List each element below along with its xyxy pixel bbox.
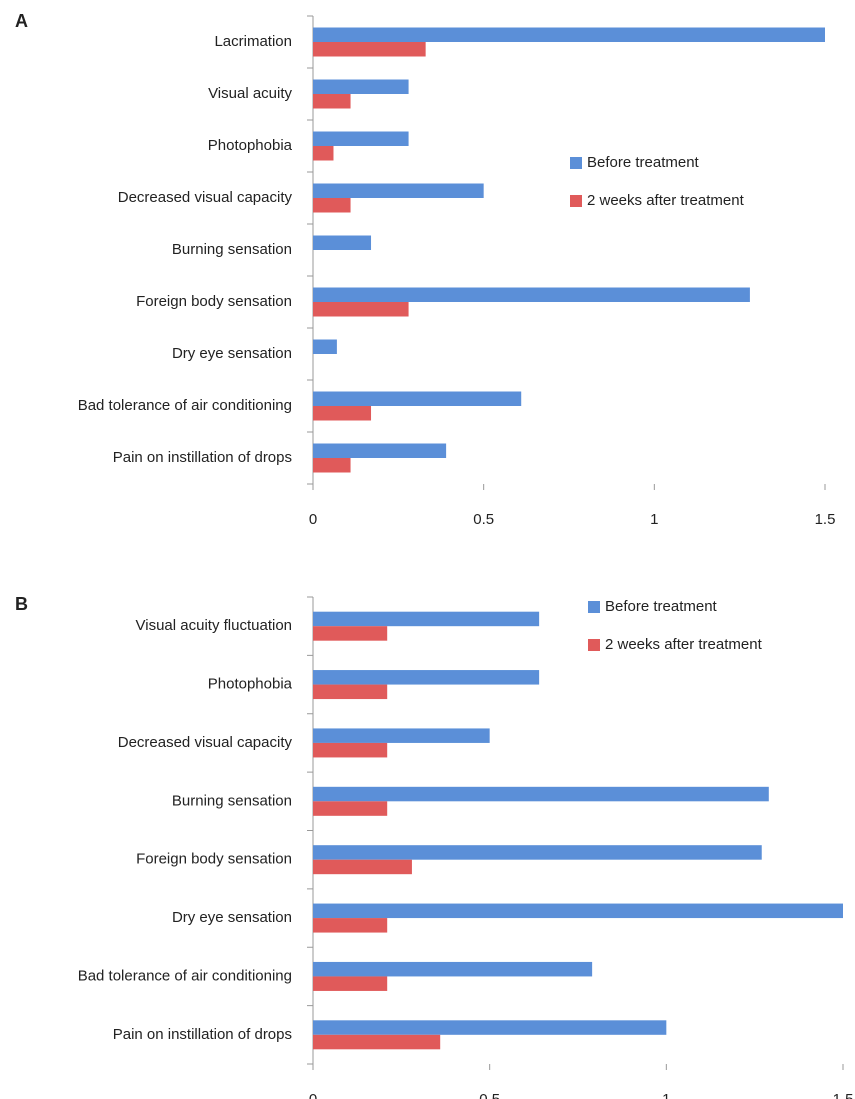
legend-swatch <box>588 601 600 613</box>
x-tick-label: 1.5 <box>815 511 836 528</box>
category-label: Bad tolerance of air conditioning <box>78 967 292 984</box>
bar <box>313 339 337 354</box>
category-label: Dry eye sensation <box>172 345 292 362</box>
bar <box>313 670 540 685</box>
bar <box>313 27 825 42</box>
x-tick-label: 0 <box>309 1091 317 1099</box>
bar <box>313 859 412 875</box>
bar <box>313 786 769 802</box>
legend-swatch <box>570 157 582 169</box>
bar <box>313 391 522 406</box>
x-tick-label: 0.5 <box>479 1091 500 1099</box>
panel-label: A <box>15 11 28 31</box>
bar <box>313 801 388 816</box>
bar <box>313 42 426 57</box>
legend-swatch <box>588 639 600 651</box>
bar <box>313 961 593 977</box>
category-label: Pain on instillation of drops <box>113 449 292 466</box>
panel-label: B <box>15 594 28 614</box>
category-label: Decreased visual capacity <box>118 189 293 206</box>
x-tick-label: 1.5 <box>833 1091 854 1099</box>
category-label: Visual acuity <box>208 85 292 102</box>
category-label: Decreased visual capacity <box>118 734 293 751</box>
x-tick-label: 0 <box>309 511 317 528</box>
legend-label: 2 weeks after treatment <box>605 636 763 653</box>
bar <box>313 235 372 250</box>
bar <box>313 302 409 317</box>
bar <box>313 626 388 641</box>
bar <box>313 183 484 198</box>
bar <box>313 742 388 758</box>
category-label: Photophobia <box>208 676 293 693</box>
bar <box>313 198 351 213</box>
bar <box>313 728 490 743</box>
category-label: Foreign body sensation <box>136 293 292 310</box>
bar <box>313 79 409 94</box>
legend-label: 2 weeks after treatment <box>587 192 745 209</box>
bar <box>313 131 409 146</box>
legend-label: Before treatment <box>605 598 718 615</box>
bar <box>313 684 388 700</box>
bar <box>313 1034 441 1050</box>
category-label: Burning sensation <box>172 241 292 258</box>
bar <box>313 845 762 860</box>
category-label: Bad tolerance of air conditioning <box>78 397 292 414</box>
bar <box>313 976 388 991</box>
legend-label: Before treatment <box>587 154 700 171</box>
bar <box>313 94 351 109</box>
category-label: Pain on instillation of drops <box>113 1026 292 1043</box>
bar <box>313 287 750 302</box>
category-label: Lacrimation <box>214 33 292 50</box>
bar <box>313 1020 667 1035</box>
bar <box>313 406 372 421</box>
bar <box>313 903 843 919</box>
category-label: Dry eye sensation <box>172 909 292 926</box>
bar <box>313 611 540 627</box>
bar <box>313 443 447 458</box>
category-label: Visual acuity fluctuation <box>136 617 292 634</box>
bar <box>313 918 388 933</box>
x-tick-label: 0.5 <box>473 511 494 528</box>
x-tick-label: 1 <box>650 511 658 528</box>
x-tick-label: 1 <box>662 1091 670 1099</box>
category-label: Foreign body sensation <box>136 851 292 868</box>
bar <box>313 146 334 161</box>
category-label: Photophobia <box>208 137 293 154</box>
category-label: Burning sensation <box>172 792 292 809</box>
bar <box>313 458 351 473</box>
legend-swatch <box>570 195 582 207</box>
